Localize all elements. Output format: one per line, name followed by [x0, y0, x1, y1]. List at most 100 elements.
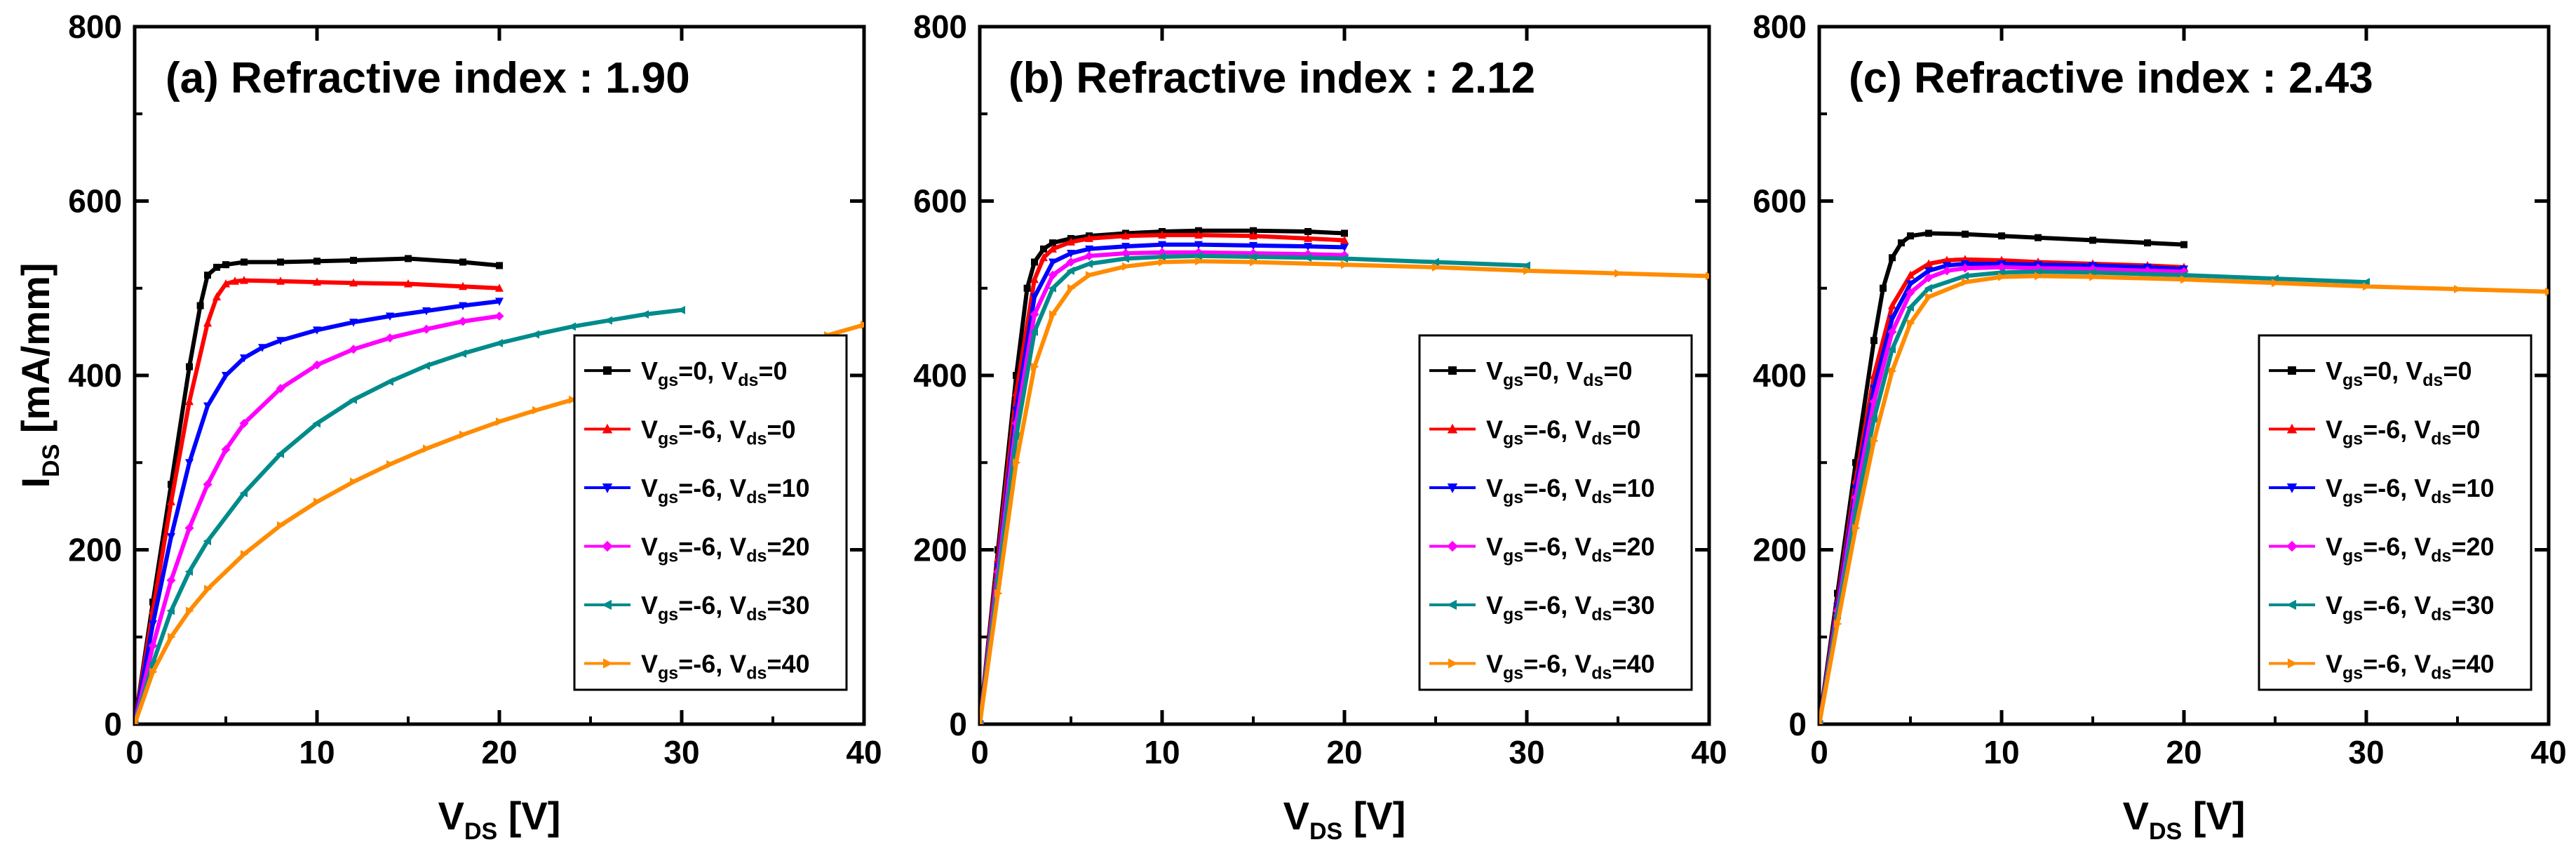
data-point — [422, 307, 431, 316]
legend-label-ds-value: =10 — [767, 474, 809, 502]
legend-label-gs-value: =-6, — [1523, 415, 1574, 444]
data-point — [1341, 260, 1349, 269]
data-point — [458, 316, 468, 326]
legend-label-v: V — [1486, 532, 1503, 561]
data-point — [135, 721, 140, 724]
data-point — [2089, 272, 2098, 281]
data-point — [1889, 366, 1897, 375]
series-line — [1819, 265, 2185, 724]
series-line — [1819, 269, 2367, 724]
legend-label-ds-value: =10 — [2451, 474, 2494, 502]
x-axis-label-unit: [V] — [2182, 794, 2245, 838]
data-point — [277, 258, 284, 266]
data-point — [496, 417, 504, 426]
legend-label-ds-sub: ds — [746, 546, 767, 566]
data-point — [166, 606, 175, 615]
data-point — [532, 406, 541, 415]
legend-swatch-marker — [2286, 483, 2298, 493]
data-point — [385, 333, 395, 343]
data-point — [422, 361, 430, 370]
y-tick-label: 800 — [1753, 8, 1807, 45]
legend-label-v2: V — [2414, 591, 2431, 620]
legend-item: Vgs=-6, Vds=10 — [1429, 474, 1655, 507]
legend-label: Vgs=-6, Vds=10 — [641, 474, 810, 507]
data-point — [1431, 258, 1439, 267]
legend-label: Vgs=-6, Vds=20 — [641, 532, 810, 566]
x-tick-label: 10 — [1144, 734, 1180, 770]
x-tick-label: 40 — [2530, 734, 2566, 770]
legend-label-gs-sub: gs — [1503, 370, 1523, 390]
legend-label: Vgs=-6, Vds=0 — [641, 415, 796, 449]
legend-label-gs-sub: gs — [1503, 605, 1523, 625]
data-point — [203, 537, 211, 546]
data-point — [1250, 258, 1258, 267]
data-point — [422, 324, 431, 334]
data-point — [1049, 239, 1056, 247]
legend-label-ds-sub: ds — [2431, 429, 2451, 449]
data-point — [240, 354, 248, 363]
legend-swatch-marker — [602, 540, 613, 552]
data-point — [1522, 261, 1530, 270]
data-point — [1819, 721, 1824, 724]
legend-item: Vgs=-6, Vds=40 — [1429, 649, 1655, 683]
x-tick-label: 0 — [1810, 734, 1828, 770]
data-point — [1304, 234, 1312, 242]
data-point — [2089, 236, 2096, 244]
data-point — [1880, 284, 1887, 292]
legend-swatch-marker — [2286, 423, 2298, 434]
data-point — [1157, 253, 1166, 262]
legend-swatch-marker — [1448, 658, 1458, 669]
legend-label-v: V — [641, 649, 658, 678]
data-point — [149, 667, 158, 676]
legend-label-gs-value: =-6, — [1523, 649, 1574, 678]
legend-label-ds-value: =0 — [1612, 415, 1640, 444]
legend-swatch-marker — [602, 599, 612, 610]
legend-box — [573, 334, 848, 691]
x-axis-label-sub: DS — [464, 818, 497, 845]
legend-swatch-marker — [602, 483, 613, 493]
data-point — [1248, 253, 1257, 262]
data-point — [186, 606, 194, 615]
legend-label-v: V — [2326, 474, 2342, 502]
data-point — [2545, 287, 2549, 296]
legend-label: Vgs=-6, Vds=0 — [2326, 415, 2481, 449]
x-axis-label-main: V — [438, 794, 464, 838]
legend-label-gs-sub: gs — [658, 429, 678, 449]
data-point — [1998, 232, 2005, 240]
data-point — [196, 302, 204, 309]
legend-label-ds-sub: ds — [1591, 546, 1612, 566]
legend-label-ds-sub: ds — [1591, 488, 1612, 507]
legend-swatch-marker — [1447, 599, 1457, 610]
legend-label-ds-sub: ds — [1591, 605, 1612, 625]
legend-label-gs-sub: gs — [658, 370, 678, 390]
legend-label-v2: V — [1574, 415, 1591, 444]
x-tick-label: 30 — [663, 734, 699, 770]
legend-label-gs-sub: gs — [2342, 546, 2363, 566]
legend-item: Vgs=-6, Vds=20 — [584, 532, 810, 566]
data-point — [1011, 432, 1020, 441]
x-axis-label-main: V — [1283, 794, 1309, 838]
legend-label-ds-value: =30 — [2451, 591, 2494, 620]
legend-label-ds-value: =20 — [1612, 532, 1654, 561]
legend-item: Vgs=-6, Vds=0 — [1429, 415, 1641, 449]
legend-label: Vgs=-6, Vds=40 — [1486, 649, 1655, 683]
data-point — [1194, 241, 1203, 250]
y-tick-label: 400 — [68, 357, 122, 394]
data-point — [1943, 262, 1951, 270]
data-point — [1888, 315, 1896, 323]
legend-item: Vgs=-6, Vds=40 — [2269, 649, 2495, 683]
data-point — [1303, 253, 1311, 262]
series-line — [1819, 231, 2185, 724]
data-point — [1084, 259, 1093, 268]
data-point — [385, 377, 393, 386]
series-line — [135, 314, 500, 724]
panel-title: (b) Refractive index : 2.12 — [1009, 54, 1535, 102]
data-point — [386, 312, 394, 321]
legend-label-ds-sub: ds — [738, 370, 758, 390]
legend-label-v: V — [2326, 532, 2342, 561]
legend-swatch-marker — [1448, 366, 1457, 375]
data-point — [459, 258, 466, 266]
data-point — [1870, 436, 1879, 446]
